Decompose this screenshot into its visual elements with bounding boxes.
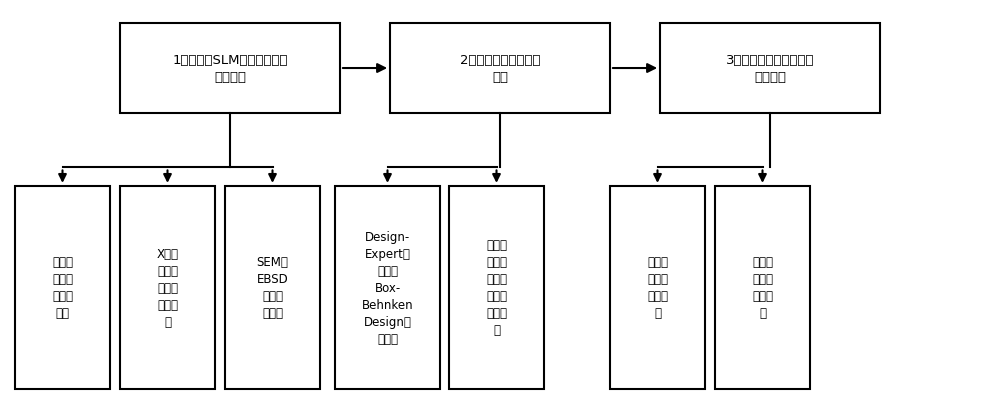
Text: 3、参数化控制打印极限
尺寸定位: 3、参数化控制打印极限 尺寸定位 bbox=[726, 54, 814, 84]
Text: 建立二
阶多项
式方程
为参数
优化模
型: 建立二 阶多项 式方程 为参数 优化模 型 bbox=[486, 239, 507, 337]
Text: 不同应
用场景
粉末的
选择: 不同应 用场景 粉末的 选择 bbox=[52, 256, 73, 320]
FancyBboxPatch shape bbox=[660, 24, 880, 113]
Text: Design-
Expert工
具中的
Box-
Behnken
Design设
计模块: Design- Expert工 具中的 Box- Behnken Design设… bbox=[362, 230, 413, 345]
Text: 1、适用于SLM打印的粉末选
择及优化: 1、适用于SLM打印的粉末选 择及优化 bbox=[172, 54, 288, 84]
FancyBboxPatch shape bbox=[449, 186, 544, 389]
Text: 极限孔
径打印
定位控
制: 极限孔 径打印 定位控 制 bbox=[752, 256, 773, 320]
FancyBboxPatch shape bbox=[225, 186, 320, 389]
FancyBboxPatch shape bbox=[390, 24, 610, 113]
FancyBboxPatch shape bbox=[715, 186, 810, 389]
Text: 极限壁
厚打印
定位控
制: 极限壁 厚打印 定位控 制 bbox=[647, 256, 668, 320]
FancyBboxPatch shape bbox=[15, 186, 110, 389]
FancyBboxPatch shape bbox=[335, 186, 440, 389]
Text: X射线
成分分
析得到
物相成
分: X射线 成分分 析得到 物相成 分 bbox=[156, 247, 178, 328]
Text: SEM、
EBSD
显微形
貌分析: SEM、 EBSD 显微形 貌分析 bbox=[257, 256, 288, 320]
FancyBboxPatch shape bbox=[120, 24, 340, 113]
Text: 2、制造加工工艺参数
优化: 2、制造加工工艺参数 优化 bbox=[460, 54, 540, 84]
FancyBboxPatch shape bbox=[610, 186, 705, 389]
FancyBboxPatch shape bbox=[120, 186, 215, 389]
